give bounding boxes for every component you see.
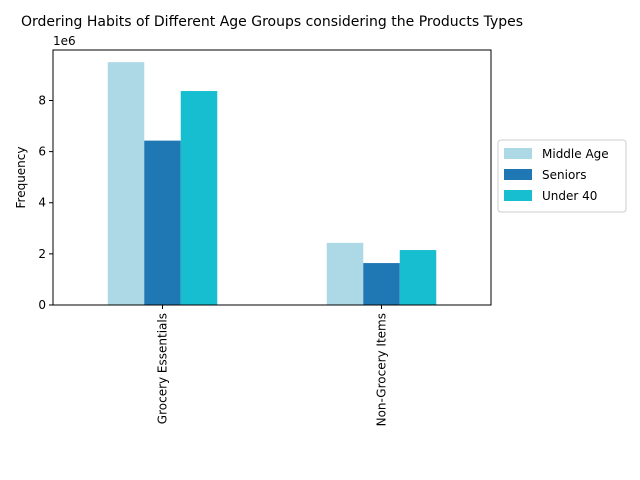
- x-axis-ticks: Grocery Essentials Non-Grocery Items: [156, 305, 389, 426]
- y-tick-label: 8: [38, 93, 46, 107]
- bar-middle-age-grocery-essentials: [107, 62, 145, 306]
- legend-label: Middle Age: [542, 147, 609, 161]
- bars-group: [107, 62, 437, 306]
- plot-frame: [52, 49, 492, 306]
- y-axis-offset-label: 1e6: [53, 34, 76, 48]
- y-tick-label: 2: [38, 247, 46, 261]
- legend-swatch: [504, 148, 532, 159]
- y-tick-label: 6: [38, 145, 46, 159]
- x-tick-label: Non-Grocery Items: [375, 313, 389, 426]
- y-tick-label: 4: [38, 196, 46, 210]
- legend-swatch: [504, 190, 532, 201]
- bar-under-40-non-grocery-items: [399, 250, 437, 305]
- chart-title: Ordering Habits of Different Age Groups …: [21, 14, 523, 30]
- bar-under-40-grocery-essentials: [180, 91, 218, 305]
- legend-label: Under 40: [542, 189, 597, 203]
- y-axis-ticks: 0 2 4 6 8: [38, 93, 53, 312]
- bar-middle-age-non-grocery-items: [326, 242, 364, 305]
- y-axis-label: Frequency: [14, 147, 28, 209]
- x-tick-label: Grocery Essentials: [156, 313, 170, 424]
- bar-seniors-grocery-essentials: [144, 140, 181, 305]
- bar-seniors-non-grocery-items: [363, 263, 400, 305]
- y-tick-label: 0: [38, 298, 46, 312]
- legend: Middle Age Seniors Under 40: [497, 139, 627, 213]
- legend-swatch: [504, 169, 532, 180]
- legend-label: Seniors: [542, 168, 586, 182]
